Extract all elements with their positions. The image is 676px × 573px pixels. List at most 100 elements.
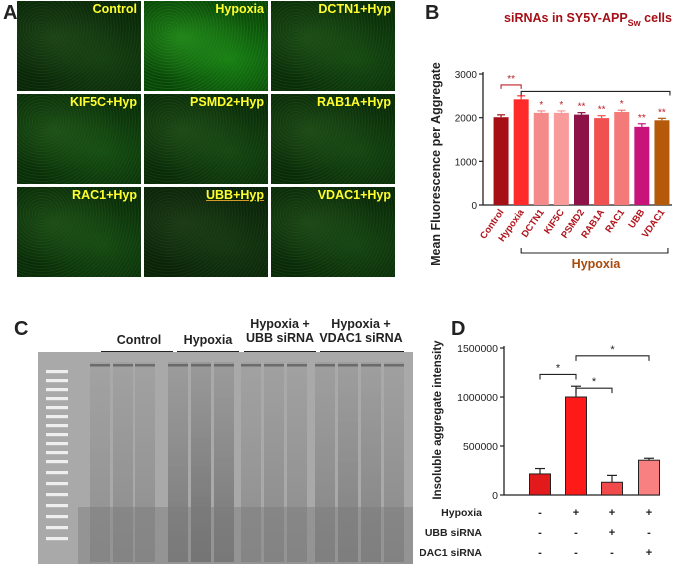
micrograph-tile: Control [17, 1, 141, 91]
lane-smear [315, 542, 335, 547]
lane-smear [135, 467, 155, 472]
lane-smear [338, 367, 358, 372]
lane-smear [113, 537, 133, 542]
lane-smear [241, 552, 261, 557]
lane-smear [113, 457, 133, 462]
lane-smear [168, 417, 188, 422]
lane-smear [338, 372, 358, 377]
lane-smear [90, 507, 110, 512]
lane-smear [214, 437, 234, 442]
lane-smear [214, 402, 234, 407]
tile-label: RAC1+Hyp [72, 188, 137, 202]
lane-smear [135, 472, 155, 477]
lane-smear [384, 367, 404, 372]
lane-smear [113, 452, 133, 457]
bar [533, 112, 549, 205]
lane-smear [191, 417, 211, 422]
lane-smear [287, 452, 307, 457]
lane-smear [361, 412, 381, 417]
lane-smear [191, 482, 211, 487]
lane-smear [214, 397, 234, 402]
condition-mark: + [609, 507, 615, 519]
lane-smear [264, 397, 284, 402]
gel-low-region [78, 507, 413, 564]
lane-smear [241, 457, 261, 462]
tile-label: DCTN1+Hyp [318, 2, 391, 16]
lane-smear [241, 532, 261, 537]
lane-smear [113, 527, 133, 532]
lane-smear [384, 392, 404, 397]
micrograph-tile: UBB+Hyp [144, 187, 268, 277]
lane-smear [264, 547, 284, 552]
lane-smear [241, 472, 261, 477]
lane-smear [338, 552, 358, 557]
lane-smear [315, 407, 335, 412]
lane-smear [287, 442, 307, 447]
ladder-band [46, 442, 68, 446]
lane-smear [241, 542, 261, 547]
lane-smear [90, 397, 110, 402]
bar [513, 99, 529, 205]
significance-bracket [575, 387, 613, 394]
lane-smear [315, 522, 335, 527]
condition-mark: - [610, 547, 614, 559]
lane-smear [384, 497, 404, 502]
lane-smear [384, 427, 404, 432]
lane-smear [113, 542, 133, 547]
lane-smear [241, 447, 261, 452]
condition-mark: - [538, 547, 542, 559]
lane-smear [241, 437, 261, 442]
lane-smear [113, 447, 133, 452]
lane-smear [214, 447, 234, 452]
lane-smear [168, 517, 188, 522]
lane-smear [287, 457, 307, 462]
lane-smear [338, 472, 358, 477]
lane-smear [191, 377, 211, 382]
lane-smear [135, 517, 155, 522]
lane-smear [384, 537, 404, 542]
ladder-band [46, 388, 68, 392]
lane-smear [264, 382, 284, 387]
lane-smear [135, 442, 155, 447]
lane-smear [338, 477, 358, 482]
lane-smear [241, 392, 261, 397]
lane-smear [338, 537, 358, 542]
lane-smear [384, 397, 404, 402]
gel-image [38, 352, 413, 564]
lane-smear [361, 552, 381, 557]
lane-smear [90, 367, 110, 372]
lane-smear [264, 442, 284, 447]
lane-smear [384, 507, 404, 512]
lane-smear [361, 527, 381, 532]
lane-smear [90, 517, 110, 522]
lane-smear [338, 512, 358, 517]
lane-smear [287, 382, 307, 387]
lane-smear [264, 457, 284, 462]
lane-smear [113, 417, 133, 422]
lane-smear [135, 437, 155, 442]
condition-label: UBB siRNA [425, 527, 483, 539]
ladder-band [46, 460, 68, 464]
lane-smear [90, 457, 110, 462]
condition-label: VDAC1 siRNA [420, 547, 482, 559]
lane-smear [361, 522, 381, 527]
lane-smear [90, 522, 110, 527]
lane-smear [214, 412, 234, 417]
lane-smear [315, 412, 335, 417]
lane-smear [168, 407, 188, 412]
lane-smear [315, 437, 335, 442]
lane-smear [168, 437, 188, 442]
lane-smear [241, 382, 261, 387]
lane-smear [168, 487, 188, 492]
lane-smear [90, 552, 110, 557]
lane-smear [191, 502, 211, 507]
lane-smear [384, 402, 404, 407]
lane-smear [338, 377, 358, 382]
lane-smear [214, 432, 234, 437]
lane-smear [90, 427, 110, 432]
micrograph-grid: Control Hypoxia DCTN1+Hyp KIF5C+Hyp PSMD2+Hy… [16, 0, 398, 277]
lane-smear [113, 467, 133, 472]
lane-smear [168, 422, 188, 427]
lane-smear [214, 382, 234, 387]
lane-smear [135, 557, 155, 562]
